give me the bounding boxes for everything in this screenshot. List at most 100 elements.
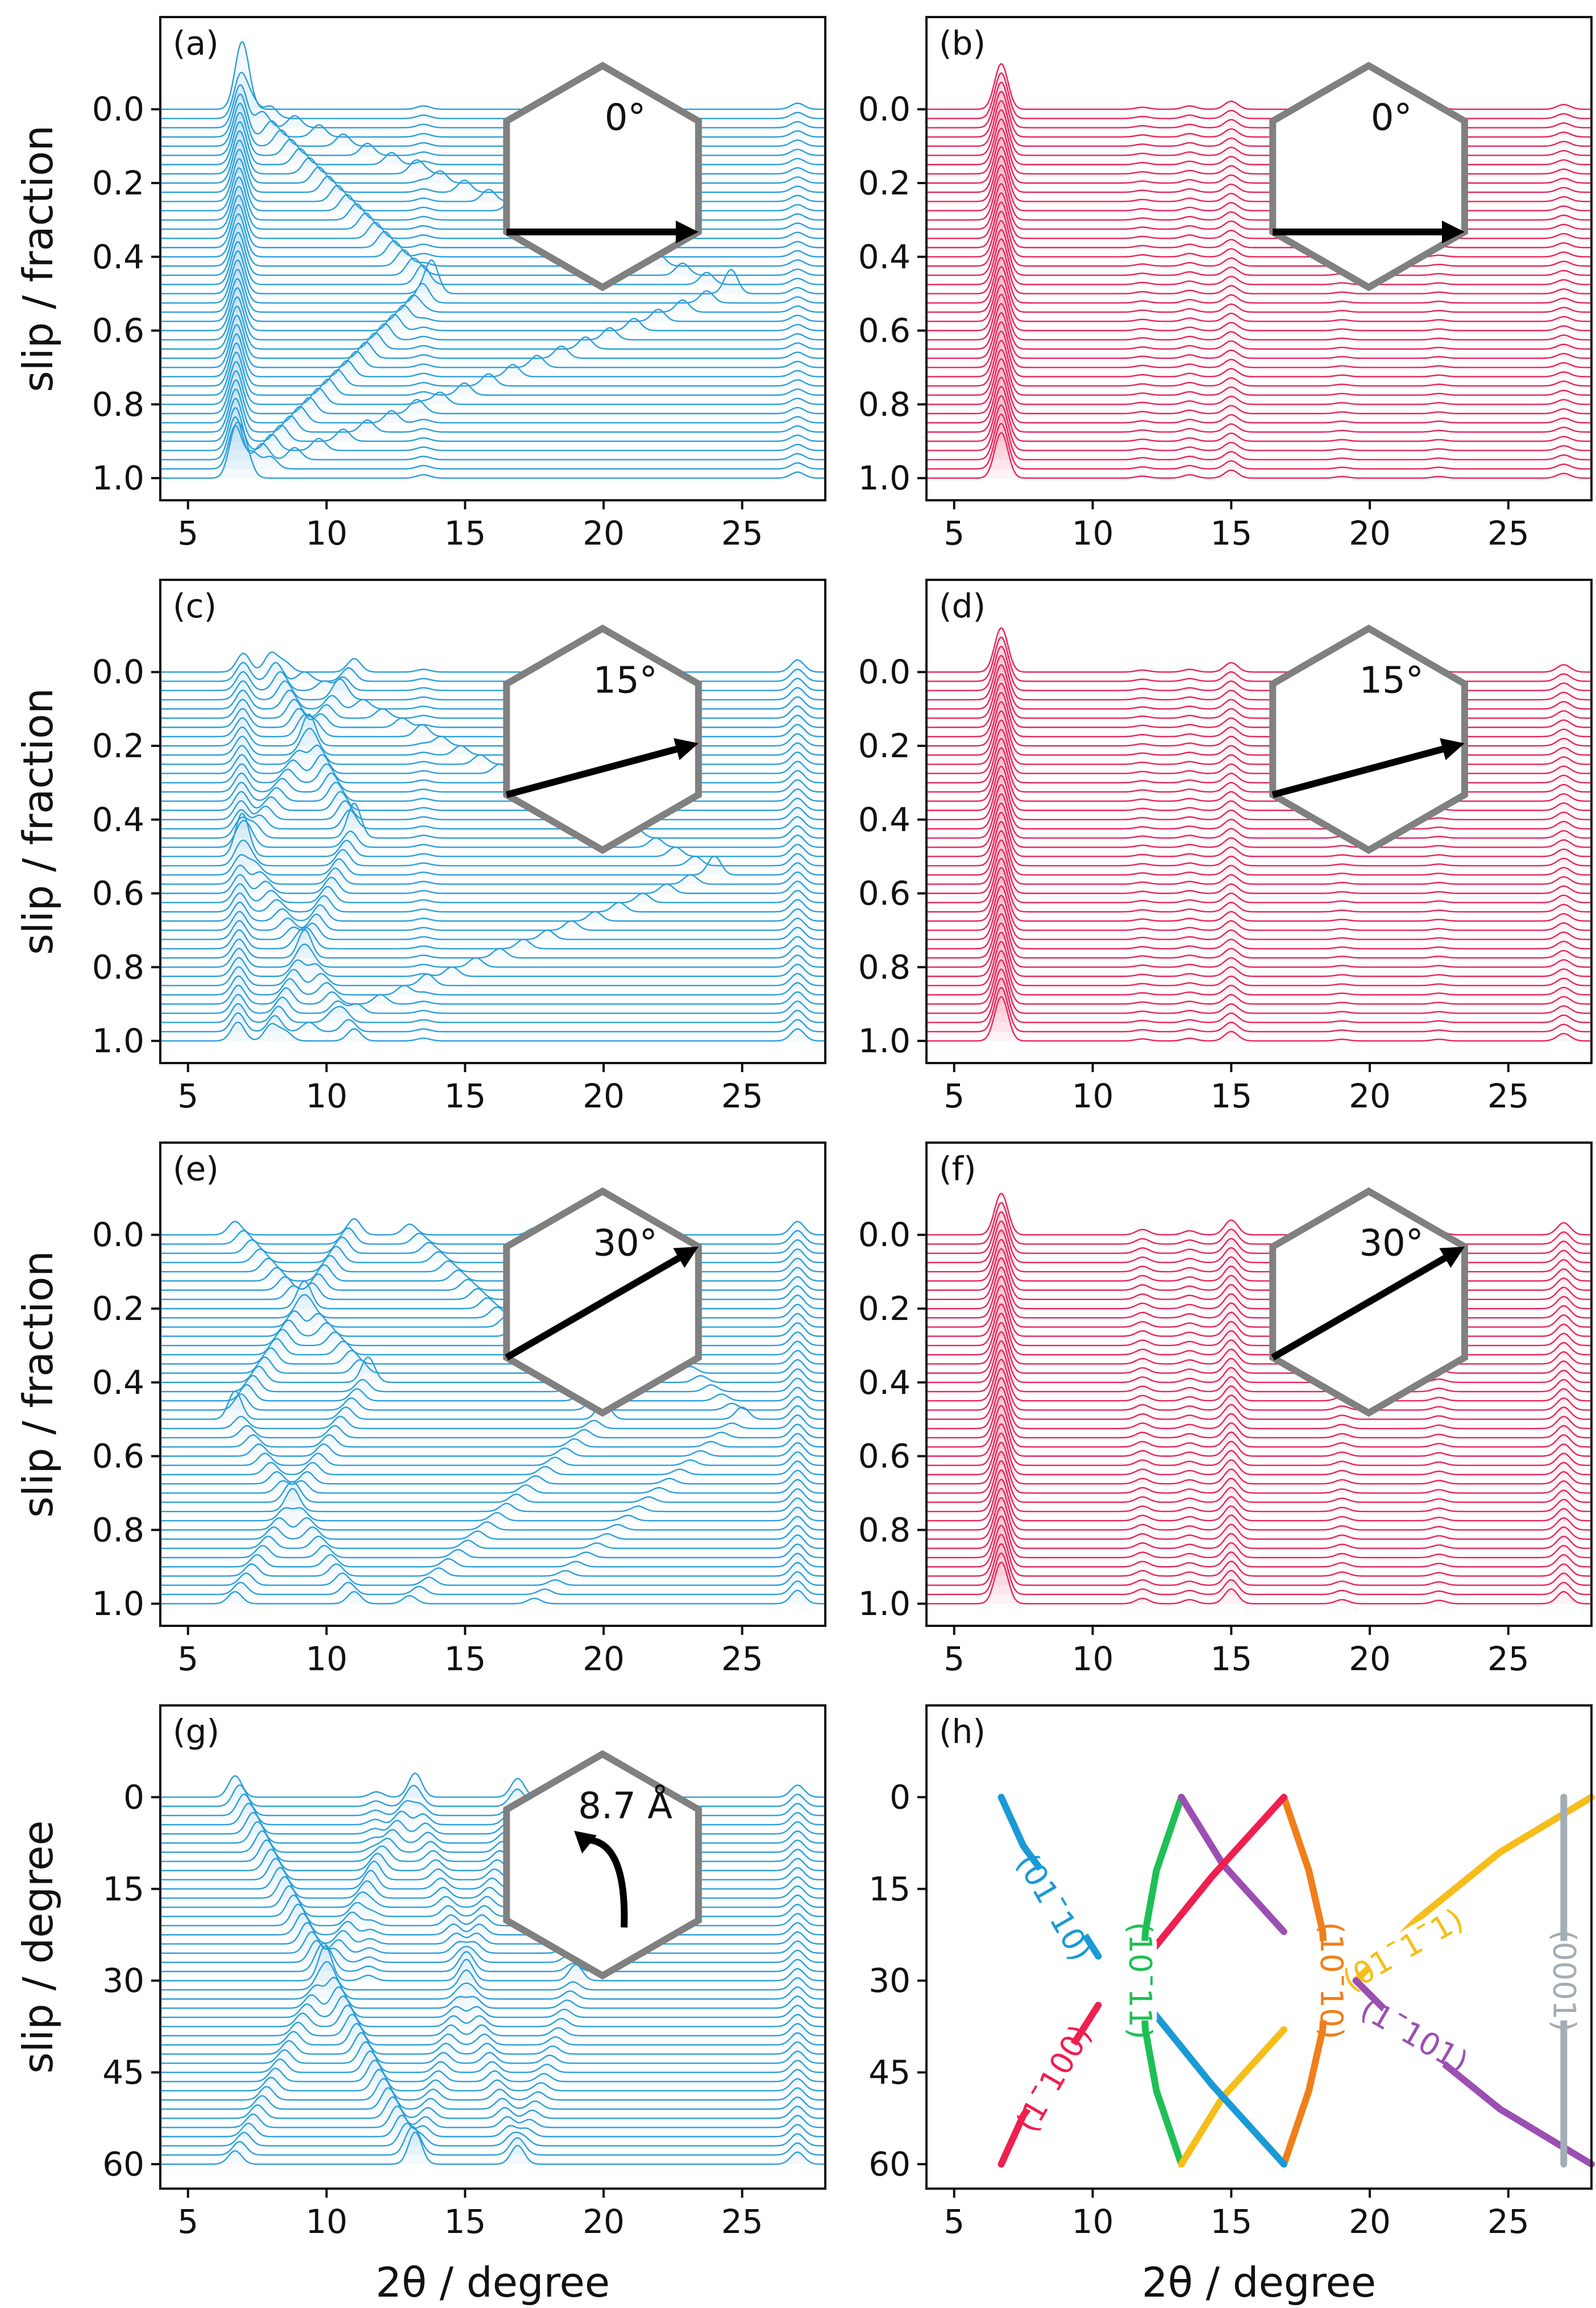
x-tick-label: 5	[944, 514, 965, 553]
xrd-trace	[926, 368, 1591, 414]
trace-fill	[926, 1498, 1591, 1539]
xrd-trace	[160, 1219, 825, 1235]
y-tick-label: 1.0	[858, 1584, 911, 1623]
trace-fill	[160, 42, 825, 110]
xrd-trace	[926, 1424, 1591, 1466]
y-tick-label: 0.0	[858, 1215, 911, 1254]
x-tick-label: 15	[444, 514, 486, 553]
xrd-trace	[926, 405, 1591, 451]
xrd-trace	[926, 1415, 1591, 1456]
trace-fill	[926, 1443, 1591, 1484]
x-tick-label: 25	[1487, 1639, 1530, 1678]
xrd-trace	[926, 119, 1591, 165]
x-tick-label: 15	[1210, 2202, 1252, 2241]
trace-fill	[926, 248, 1591, 294]
xrd-trace	[926, 350, 1591, 395]
trace-fill	[926, 405, 1591, 451]
trace-fill	[926, 64, 1591, 110]
xrd-trace	[926, 1341, 1591, 1383]
hexagon-icon	[1273, 66, 1465, 288]
trace-fill	[926, 1277, 1591, 1318]
xrd-trace	[926, 1507, 1591, 1549]
trace-group	[926, 1194, 1591, 1604]
trace-fill	[926, 1424, 1591, 1466]
xrd-trace	[926, 285, 1591, 331]
xrd-trace	[926, 1332, 1591, 1373]
trace-fill	[926, 1562, 1591, 1604]
y-axis-label: slip / fraction	[14, 125, 62, 392]
xrd-trace	[926, 1443, 1591, 1484]
xrd-trace	[926, 147, 1591, 193]
trace-group	[160, 652, 825, 1041]
trace-fill	[926, 1396, 1591, 1438]
trace-fill	[160, 1330, 825, 1346]
trace-fill	[926, 1553, 1591, 1595]
miller-index-label: (0001)	[1546, 1929, 1582, 2032]
trace-fill	[160, 1415, 825, 1429]
xrd-trace	[926, 1212, 1591, 1253]
x-tick-label: 15	[444, 1077, 486, 1115]
trace-fill	[926, 294, 1591, 340]
trace-fill	[926, 331, 1591, 377]
trace-fill	[926, 1341, 1591, 1383]
trace-fill	[926, 1230, 1591, 1272]
trace-fill	[160, 930, 825, 958]
panel-h: (01¯10)(1¯100)(10¯11) (10¯10)(01¯1¯1)(1¯1…	[868, 1705, 1591, 2306]
trace-fill	[926, 1221, 1591, 1263]
xrd-trace	[926, 1240, 1591, 1281]
xrd-trace	[926, 1479, 1591, 1521]
y-tick-label: 1.0	[92, 1584, 144, 1623]
trace-fill	[926, 1249, 1591, 1290]
trace-fill	[926, 637, 1591, 681]
trace-fill	[926, 1240, 1591, 1281]
x-tick-label: 20	[583, 514, 625, 553]
xrd-trace	[160, 1481, 825, 1502]
trace-fill	[926, 433, 1591, 478]
y-tick-label: 0.0	[858, 653, 911, 691]
xrd-trace	[926, 1562, 1591, 1604]
y-tick-label: 0.8	[858, 385, 911, 424]
trace-fill	[926, 101, 1591, 146]
trace-fill	[926, 221, 1591, 266]
trace-fill	[926, 1313, 1591, 1355]
xrd-trace	[926, 1258, 1591, 1300]
xrd-trace	[160, 1785, 825, 1806]
xrd-trace	[926, 1433, 1591, 1475]
y-tick-label: 0.2	[858, 727, 911, 765]
x-tick-label: 5	[177, 514, 198, 553]
trace-fill	[926, 387, 1591, 432]
y-tick-label: 0.8	[92, 385, 144, 424]
panel-b: 0°5 10 15 20 250.00.20.40.60.81.0(b)	[858, 17, 1591, 553]
stacking-inset: 15°	[1273, 629, 1465, 850]
trace-fill	[926, 1369, 1591, 1410]
trace-fill	[926, 350, 1591, 395]
trace-fill	[926, 656, 1591, 700]
trace-fill	[926, 1258, 1591, 1300]
y-tick-label: 0.0	[92, 1215, 144, 1254]
xrd-trace	[926, 138, 1591, 183]
panel-label: (e)	[173, 1149, 219, 1188]
trace-fill	[926, 1387, 1591, 1429]
xrd-trace	[926, 1387, 1591, 1429]
xrd-trace	[926, 1313, 1591, 1355]
panel-label: (f)	[939, 1149, 976, 1188]
x-tick-label: 5	[944, 1639, 965, 1678]
y-tick-label: 60	[868, 2145, 911, 2184]
xrd-trace	[926, 1304, 1591, 1346]
trace-fill	[926, 1360, 1591, 1401]
xrd-trace	[926, 1498, 1591, 1539]
y-tick-label: 0.6	[858, 312, 911, 350]
x-tick-label: 5	[177, 1077, 198, 1115]
x-tick-label: 15	[444, 2202, 486, 2241]
trace-fill	[926, 1461, 1591, 1502]
trace-fill	[926, 138, 1591, 183]
xrd-trace	[926, 221, 1591, 266]
y-tick-label: 45	[868, 2053, 911, 2092]
y-tick-label: 0.6	[858, 1437, 911, 1476]
trace-fill	[926, 1295, 1591, 1336]
trace-fill	[160, 1773, 825, 1797]
trace-fill	[160, 1480, 825, 1493]
xrd-trace	[926, 211, 1591, 257]
xrd-trace	[160, 1339, 825, 1355]
y-tick-label: 0.2	[92, 1289, 144, 1328]
